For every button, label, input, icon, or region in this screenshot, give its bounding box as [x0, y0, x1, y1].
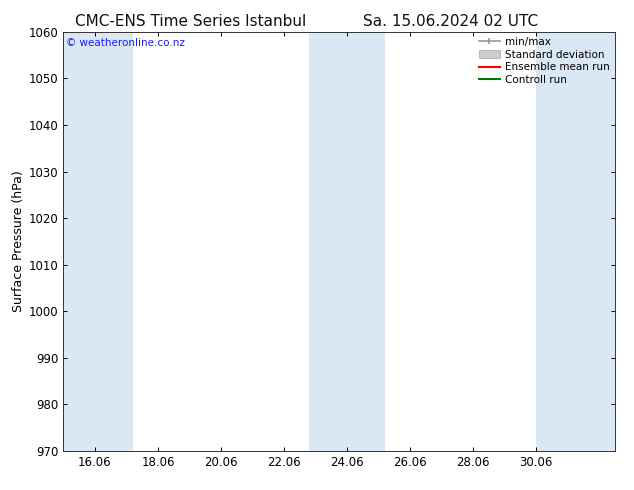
Bar [309, 32, 385, 451]
Bar [63, 32, 133, 451]
Text: CMC-ENS Time Series Istanbul: CMC-ENS Time Series Istanbul [75, 14, 306, 29]
Text: © weatheronline.co.nz: © weatheronline.co.nz [66, 38, 185, 48]
Y-axis label: Surface Pressure (hPa): Surface Pressure (hPa) [11, 171, 25, 312]
Legend: min/max, Standard deviation, Ensemble mean run, Controll run: min/max, Standard deviation, Ensemble me… [476, 34, 613, 88]
Text: Sa. 15.06.2024 02 UTC: Sa. 15.06.2024 02 UTC [363, 14, 538, 29]
Bar [536, 32, 615, 451]
